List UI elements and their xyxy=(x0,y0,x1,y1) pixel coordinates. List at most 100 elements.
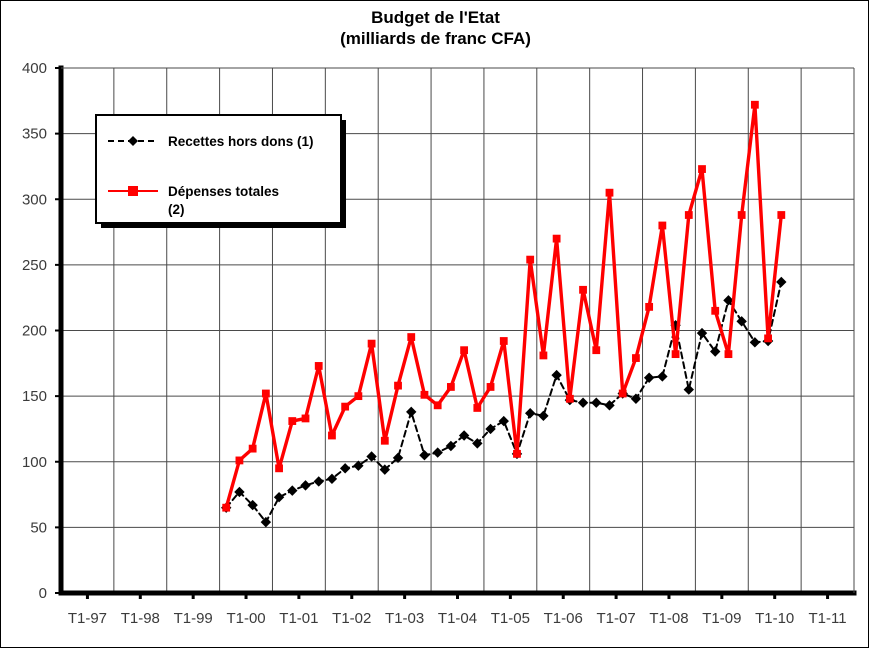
data-point-marker xyxy=(592,346,601,355)
y-tick-label: 250 xyxy=(22,257,47,274)
data-point-marker xyxy=(380,436,389,445)
data-point-marker xyxy=(777,211,786,219)
data-point-marker xyxy=(326,473,338,485)
data-point-marker xyxy=(591,397,602,408)
data-point-marker xyxy=(222,503,231,512)
data-point-marker xyxy=(287,485,298,496)
data-series-layer xyxy=(221,100,787,528)
data-point-marker xyxy=(710,346,721,357)
data-point-marker xyxy=(460,346,469,355)
data-point-marker xyxy=(513,449,521,458)
data-point-marker xyxy=(776,276,787,288)
data-point-marker xyxy=(723,295,734,306)
data-point-marker xyxy=(301,414,310,423)
data-point-marker xyxy=(260,516,272,528)
data-point-marker xyxy=(247,499,258,511)
x-tick-label: T1-97 xyxy=(68,610,107,627)
data-point-marker xyxy=(235,456,244,465)
data-point-marker xyxy=(711,306,720,315)
data-point-marker xyxy=(433,401,442,410)
data-point-marker xyxy=(499,337,508,345)
data-point-marker xyxy=(366,451,377,462)
x-tick-label: T1-07 xyxy=(597,610,636,627)
data-point-marker xyxy=(407,333,416,341)
data-point-marker xyxy=(328,431,336,440)
data-point-marker xyxy=(630,393,642,404)
y-axis-tick-labels: 0 50 100 150 200 250 300 350 400 xyxy=(22,60,47,602)
data-point-marker xyxy=(737,211,746,219)
data-point-marker xyxy=(724,350,733,359)
data-point-marker xyxy=(275,464,283,473)
data-point-marker xyxy=(645,302,654,311)
data-point-marker xyxy=(300,480,311,491)
chart-legend: Recettes hors dons (1) Dépenses totales (2… xyxy=(95,114,346,228)
x-tick-label: T1-06 xyxy=(544,610,583,627)
data-point-marker xyxy=(261,389,270,398)
chart-title-text: Budget de l'Etat (milliards de franc CFA… xyxy=(340,8,531,48)
data-point-marker xyxy=(288,417,297,425)
data-point-marker xyxy=(764,334,772,343)
data-point-marker xyxy=(632,354,640,362)
y-tick-label: 200 xyxy=(22,323,47,340)
data-point-marker xyxy=(341,402,350,411)
y-tick-label: 100 xyxy=(22,454,47,471)
data-point-marker xyxy=(605,188,614,197)
data-point-marker xyxy=(367,339,376,348)
y-tick-label: 400 xyxy=(22,60,47,77)
y-tick-label: 150 xyxy=(22,388,47,405)
data-point-marker xyxy=(643,372,655,383)
data-point-marker xyxy=(538,410,549,422)
data-point-marker xyxy=(750,100,759,109)
data-point-marker xyxy=(658,221,667,230)
data-point-marker xyxy=(432,447,443,458)
data-point-marker xyxy=(353,460,364,471)
legend-label-2: Dépenses totales xyxy=(168,184,279,199)
data-point-marker xyxy=(552,234,561,243)
data-point-marker xyxy=(618,389,627,398)
axis-left-bottom xyxy=(58,65,857,596)
x-axis-tick-labels: T1-97 T1-98 T1-99 T1-00 T1-01 T1-02 T1-03 T1-04… xyxy=(68,610,847,627)
legend-label-2-line2: (2) xyxy=(168,202,185,217)
data-point-marker xyxy=(472,438,483,449)
data-point-marker xyxy=(671,350,680,359)
y-tick-label: 350 xyxy=(22,126,47,143)
data-point-marker xyxy=(379,464,391,475)
data-point-marker xyxy=(604,400,615,411)
data-point-marker xyxy=(684,211,693,219)
legend-box xyxy=(95,114,342,224)
x-tick-label: T1-98 xyxy=(121,610,160,627)
y-tick-label: 300 xyxy=(22,191,47,208)
data-point-marker xyxy=(579,285,587,294)
x-tick-label: T1-05 xyxy=(491,610,530,627)
data-point-marker xyxy=(524,407,536,419)
chart-title: Budget de l'Etat (milliards de franc CFA… xyxy=(1,7,869,49)
data-point-marker xyxy=(498,415,509,427)
x-tick-label: T1-01 xyxy=(279,610,318,627)
data-point-marker xyxy=(698,165,706,173)
legend-marker-diamond-icon xyxy=(128,136,138,146)
data-point-marker xyxy=(406,406,417,418)
data-point-marker xyxy=(313,476,324,487)
legend-label-1: Recettes hors dons (1) xyxy=(168,134,314,149)
data-point-marker xyxy=(736,316,747,327)
x-tick-label: T1-04 xyxy=(438,610,477,627)
data-point-marker xyxy=(314,362,323,370)
data-point-marker xyxy=(446,383,455,391)
data-point-marker xyxy=(248,444,257,453)
x-tick-label: T1-11 xyxy=(809,610,847,627)
data-point-marker xyxy=(565,394,574,403)
x-tick-label: T1-02 xyxy=(332,610,371,627)
x-tick-label: T1-10 xyxy=(755,610,794,627)
x-tick-label: T1-08 xyxy=(649,610,688,627)
data-point-marker xyxy=(577,397,589,408)
data-point-marker xyxy=(273,491,285,503)
data-point-marker xyxy=(392,452,404,464)
data-point-marker xyxy=(473,404,482,412)
data-point-marker xyxy=(234,486,245,498)
data-point-marker xyxy=(354,392,363,401)
y-tick-label: 0 xyxy=(39,585,47,602)
data-point-marker xyxy=(683,384,694,395)
data-point-marker xyxy=(696,327,708,339)
data-point-marker xyxy=(657,371,668,382)
